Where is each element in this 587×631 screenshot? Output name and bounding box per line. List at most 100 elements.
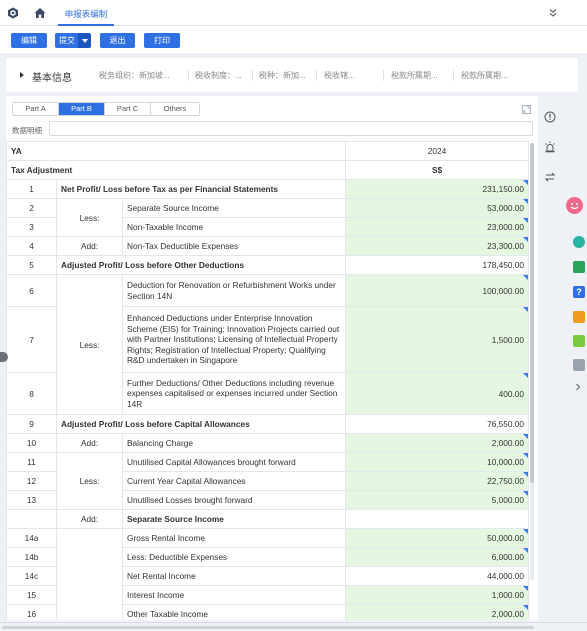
value-cell[interactable]: 50,000.00 [345, 528, 530, 548]
divider [453, 70, 454, 81]
info-field-jurisdiction: 税收辖... [324, 71, 355, 80]
table-row: 8 Further Deductions/ Other Deductions i… [6, 372, 530, 415]
group-label-less: Less: [56, 452, 123, 510]
value-cell[interactable]: 231,150.00 [345, 179, 530, 199]
info-field-tax-system: 税收制度：... [195, 71, 242, 80]
section-title: Tax Adjustment [6, 160, 347, 180]
row-number: 5 [6, 255, 57, 275]
sidebar-toggle-handle[interactable] [0, 352, 8, 362]
row-label: Unutilised Losses brought forward [121, 490, 347, 510]
table-row: 9 Adjusted Profit/ Loss before Capital A… [6, 414, 530, 434]
row-number: 14b [6, 547, 57, 567]
feedback-smile-icon[interactable] [573, 335, 585, 347]
assistant-float-button[interactable] [566, 197, 583, 214]
row-label: Balancing Charge [121, 433, 347, 453]
currency-label: S$ [345, 160, 530, 180]
value-cell[interactable]: 2,000.00 [345, 604, 530, 620]
row-label: Less: Deductible Expenses [121, 547, 347, 567]
row-number: 14a [6, 528, 57, 548]
divider [383, 70, 384, 81]
row-label: Non-Tax Deductible Expenses [121, 236, 347, 256]
app-logo-icon [8, 7, 18, 19]
table-row: 2 Less: Separate Source Income 53,000.00 [6, 198, 530, 237]
table-row: 1 Net Profit/ Loss before Tax as per Fin… [6, 179, 530, 199]
value-cell[interactable]: 10,000.00 [345, 452, 530, 472]
info-field-period-start: 税款所属期... [391, 71, 438, 80]
top-bar: 申报表编制 [0, 0, 587, 26]
grid-apps-icon[interactable] [573, 359, 585, 371]
value-cell[interactable]: 1,000.00 [345, 585, 530, 605]
value-cell[interactable]: 2,000.00 [345, 433, 530, 453]
row-label: Enhanced Deductions under Enterprise Inn… [121, 306, 347, 373]
value-cell[interactable]: 22,750.00 [345, 471, 530, 491]
row-number: 12 [6, 471, 57, 491]
value-cell[interactable]: 400.00 [345, 372, 530, 415]
info-circle-icon[interactable] [544, 111, 556, 123]
value-cell[interactable]: 5,000.00 [345, 490, 530, 510]
row-number: 16 [6, 604, 57, 620]
divider [316, 70, 317, 81]
table-row: 11 Less: Unutilised Capital Allowances b… [6, 452, 530, 510]
value-cell[interactable]: 6,000.00 [345, 547, 530, 567]
row-number: 7 [6, 306, 57, 373]
submit-button[interactable]: 提交 [55, 33, 79, 48]
divider [252, 70, 253, 81]
ya-header: YA [6, 141, 347, 161]
edit-button[interactable]: 编辑 [11, 33, 47, 48]
chevron-right-icon[interactable] [574, 383, 582, 391]
group-label-add: Add: [56, 509, 123, 529]
row-number: 3 [6, 217, 57, 237]
exit-button[interactable]: 退出 [100, 33, 135, 48]
data-detail-input[interactable] [49, 121, 533, 136]
double-chevron-down-icon[interactable] [548, 8, 558, 18]
info-field-period-end: 税款所属期... [461, 71, 508, 80]
home-icon[interactable] [34, 7, 46, 19]
value-cell[interactable]: 53,000.00 [345, 198, 530, 218]
submit-dropdown-caret[interactable] [78, 33, 91, 48]
table-row: 5 Adjusted Profit/ Loss before Other Ded… [6, 255, 530, 275]
value-cell[interactable]: 100,000.00 [345, 274, 530, 307]
horizontal-scrollbar[interactable] [2, 626, 534, 629]
row-number: 13 [6, 490, 57, 510]
row-label: Net Profit/ Loss before Tax as per Finan… [55, 179, 347, 199]
row-number: 9 [6, 414, 57, 434]
grid-header-row: YA 2024 [6, 141, 530, 161]
user-icon[interactable] [573, 261, 585, 273]
value-cell[interactable]: 23,300.00 [345, 236, 530, 256]
info-field-tax-org: 税务组织：新加坡... [99, 71, 170, 80]
row-label: Separate Source Income [121, 509, 347, 529]
row-label: Separate Source Income [121, 198, 347, 218]
row-number: 15 [6, 585, 57, 605]
tab-declaration-form[interactable]: 申报表编制 [58, 4, 114, 26]
table-row: 16 Other Taxable Income 2,000.00 [6, 604, 530, 620]
row-label: Deduction for Renovation or Refurbishmen… [121, 274, 347, 307]
vertical-scrollbar-thumb[interactable] [530, 143, 534, 483]
value-cell[interactable]: 1,500.00 [345, 306, 530, 373]
alarm-light-icon[interactable] [544, 141, 556, 153]
form-panel: Part A Part B Part C Others 数据明细 YA 2024… [6, 96, 538, 620]
year-header: 2024 [345, 141, 530, 161]
table-row: 6 Less: Deduction for Renovation or Refu… [6, 274, 530, 415]
tab-part-c[interactable]: Part C [105, 103, 151, 115]
group-label-less: Less: [56, 274, 123, 415]
help-icon[interactable]: ? [573, 286, 585, 298]
table-row: Add: Separate Source Income [6, 509, 530, 529]
expand-icon[interactable] [522, 105, 531, 114]
table-row: 14b Less: Deductible Expenses 6,000.00 [6, 547, 530, 567]
row-number: 1 [6, 179, 57, 199]
caret-right-icon[interactable] [20, 72, 24, 78]
chat-icon[interactable] [573, 236, 585, 248]
value-cell[interactable]: 23,000.00 [345, 217, 530, 237]
table-row: 12 Current Year Capital Allowances 22,75… [6, 471, 530, 491]
value-cell: 76,550.00 [345, 414, 530, 434]
row-label: Interest Income [121, 585, 347, 605]
tab-part-b[interactable]: Part B [59, 103, 105, 115]
tab-others[interactable]: Others [151, 103, 199, 115]
swap-icon[interactable] [544, 171, 556, 183]
part-tabs: Part A Part B Part C Others [12, 102, 200, 116]
group-label-add: Add: [56, 236, 123, 256]
headset-icon[interactable] [573, 311, 585, 323]
basic-info-title[interactable]: 基本信息 [32, 73, 72, 84]
print-button[interactable]: 打印 [144, 33, 180, 48]
tab-part-a[interactable]: Part A [13, 103, 59, 115]
